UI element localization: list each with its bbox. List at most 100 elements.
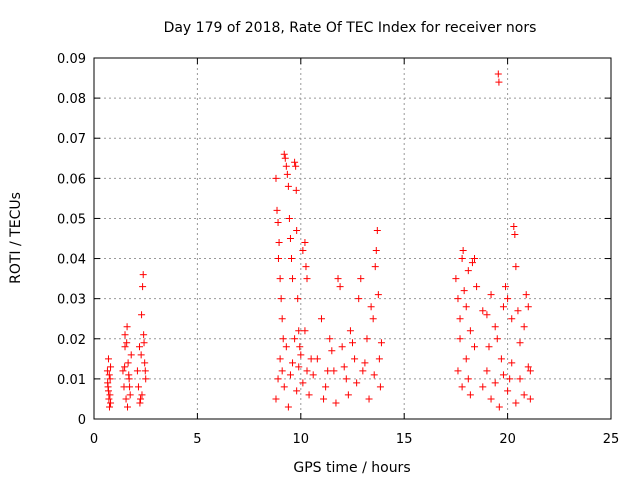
data-point	[485, 343, 493, 351]
x-tick-label: 5	[193, 432, 201, 447]
data-point	[508, 315, 516, 323]
data-point	[282, 343, 290, 351]
data-point	[495, 78, 503, 86]
data-point	[375, 355, 383, 363]
data-point	[526, 367, 534, 375]
data-point	[328, 347, 336, 355]
data-point	[458, 255, 466, 263]
data-point	[119, 367, 127, 375]
data-point	[280, 383, 288, 391]
data-point	[491, 379, 499, 387]
data-point	[479, 383, 487, 391]
data-point	[471, 255, 479, 263]
data-point	[491, 323, 499, 331]
data-point	[524, 363, 532, 371]
data-point	[499, 303, 507, 311]
data-point	[473, 283, 481, 291]
data-point	[462, 355, 470, 363]
data-point	[295, 327, 303, 335]
data-point	[479, 307, 487, 315]
data-point	[361, 359, 369, 367]
data-point	[377, 339, 385, 347]
x-tick-label: 20	[499, 432, 516, 447]
data-point	[303, 367, 311, 375]
data-point	[136, 399, 144, 407]
data-point	[123, 339, 131, 347]
data-point	[286, 235, 294, 242]
data-point	[301, 239, 309, 247]
data-point	[363, 335, 371, 343]
data-point	[104, 355, 112, 363]
data-point	[134, 383, 142, 391]
data-point	[355, 295, 363, 303]
data-point	[514, 307, 522, 315]
data-point	[121, 343, 129, 351]
data-point	[140, 339, 148, 347]
data-point	[272, 395, 280, 403]
data-point	[139, 271, 147, 279]
data-point	[137, 351, 145, 359]
x-tick-label: 0	[90, 432, 98, 447]
data-point	[125, 371, 133, 379]
data-point	[105, 371, 113, 379]
y-tick-label: 0.06	[57, 172, 86, 187]
data-point	[279, 335, 287, 343]
data-point	[307, 355, 315, 363]
data-point	[274, 375, 282, 383]
data-point	[289, 359, 297, 367]
data-point	[295, 363, 303, 371]
data-point	[283, 170, 291, 178]
data-point	[121, 363, 129, 371]
data-point	[502, 283, 510, 291]
data-point	[324, 367, 332, 375]
data-point	[320, 395, 328, 403]
data-point	[287, 255, 295, 263]
data-point	[466, 391, 474, 399]
data-point	[309, 371, 317, 379]
data-point	[277, 295, 285, 303]
data-point	[508, 359, 516, 367]
data-point	[284, 403, 292, 411]
data-point	[138, 391, 146, 399]
data-point	[294, 295, 302, 303]
x-tick-label: 15	[396, 432, 413, 447]
data-point	[106, 403, 114, 411]
data-point	[124, 359, 132, 367]
data-point	[326, 335, 334, 343]
data-point	[524, 303, 532, 311]
data-point	[367, 303, 375, 311]
data-point	[520, 323, 528, 331]
y-tick-label: 0.03	[57, 293, 86, 308]
data-point	[278, 367, 286, 375]
data-point	[299, 247, 307, 255]
data-point	[282, 162, 290, 170]
data-point	[504, 295, 512, 303]
data-point	[274, 218, 282, 226]
chart-title: Day 179 of 2018, Rate Of TEC Index for r…	[164, 20, 537, 36]
grid	[94, 58, 611, 419]
data-point	[332, 399, 340, 407]
data-point	[483, 311, 491, 319]
data-point	[276, 355, 284, 363]
data-point	[342, 375, 350, 383]
y-tick-label: 0.04	[57, 253, 86, 268]
x-axis-label: GPS time / hours	[293, 460, 410, 476]
data-point	[338, 343, 346, 351]
data-point	[122, 395, 130, 403]
axis-ticks	[93, 57, 612, 420]
data-point	[506, 375, 514, 383]
data-point	[483, 367, 491, 375]
y-tick-label: 0.01	[57, 373, 86, 388]
data-point	[452, 275, 460, 283]
x-tick-label: 10	[293, 432, 310, 447]
x-tick-label: 25	[603, 432, 620, 447]
data-point	[340, 363, 348, 371]
data-point	[510, 222, 518, 230]
data-point	[464, 267, 472, 275]
data-point	[462, 303, 470, 311]
data-point	[497, 355, 505, 363]
data-point	[458, 383, 466, 391]
tick-labels: 0 5 10 15 20 25 0 0.01 0.02 0.03 0.04 0.05 0.06 0.07 0…	[57, 52, 619, 447]
data-point	[460, 287, 468, 295]
data-point	[522, 291, 530, 299]
